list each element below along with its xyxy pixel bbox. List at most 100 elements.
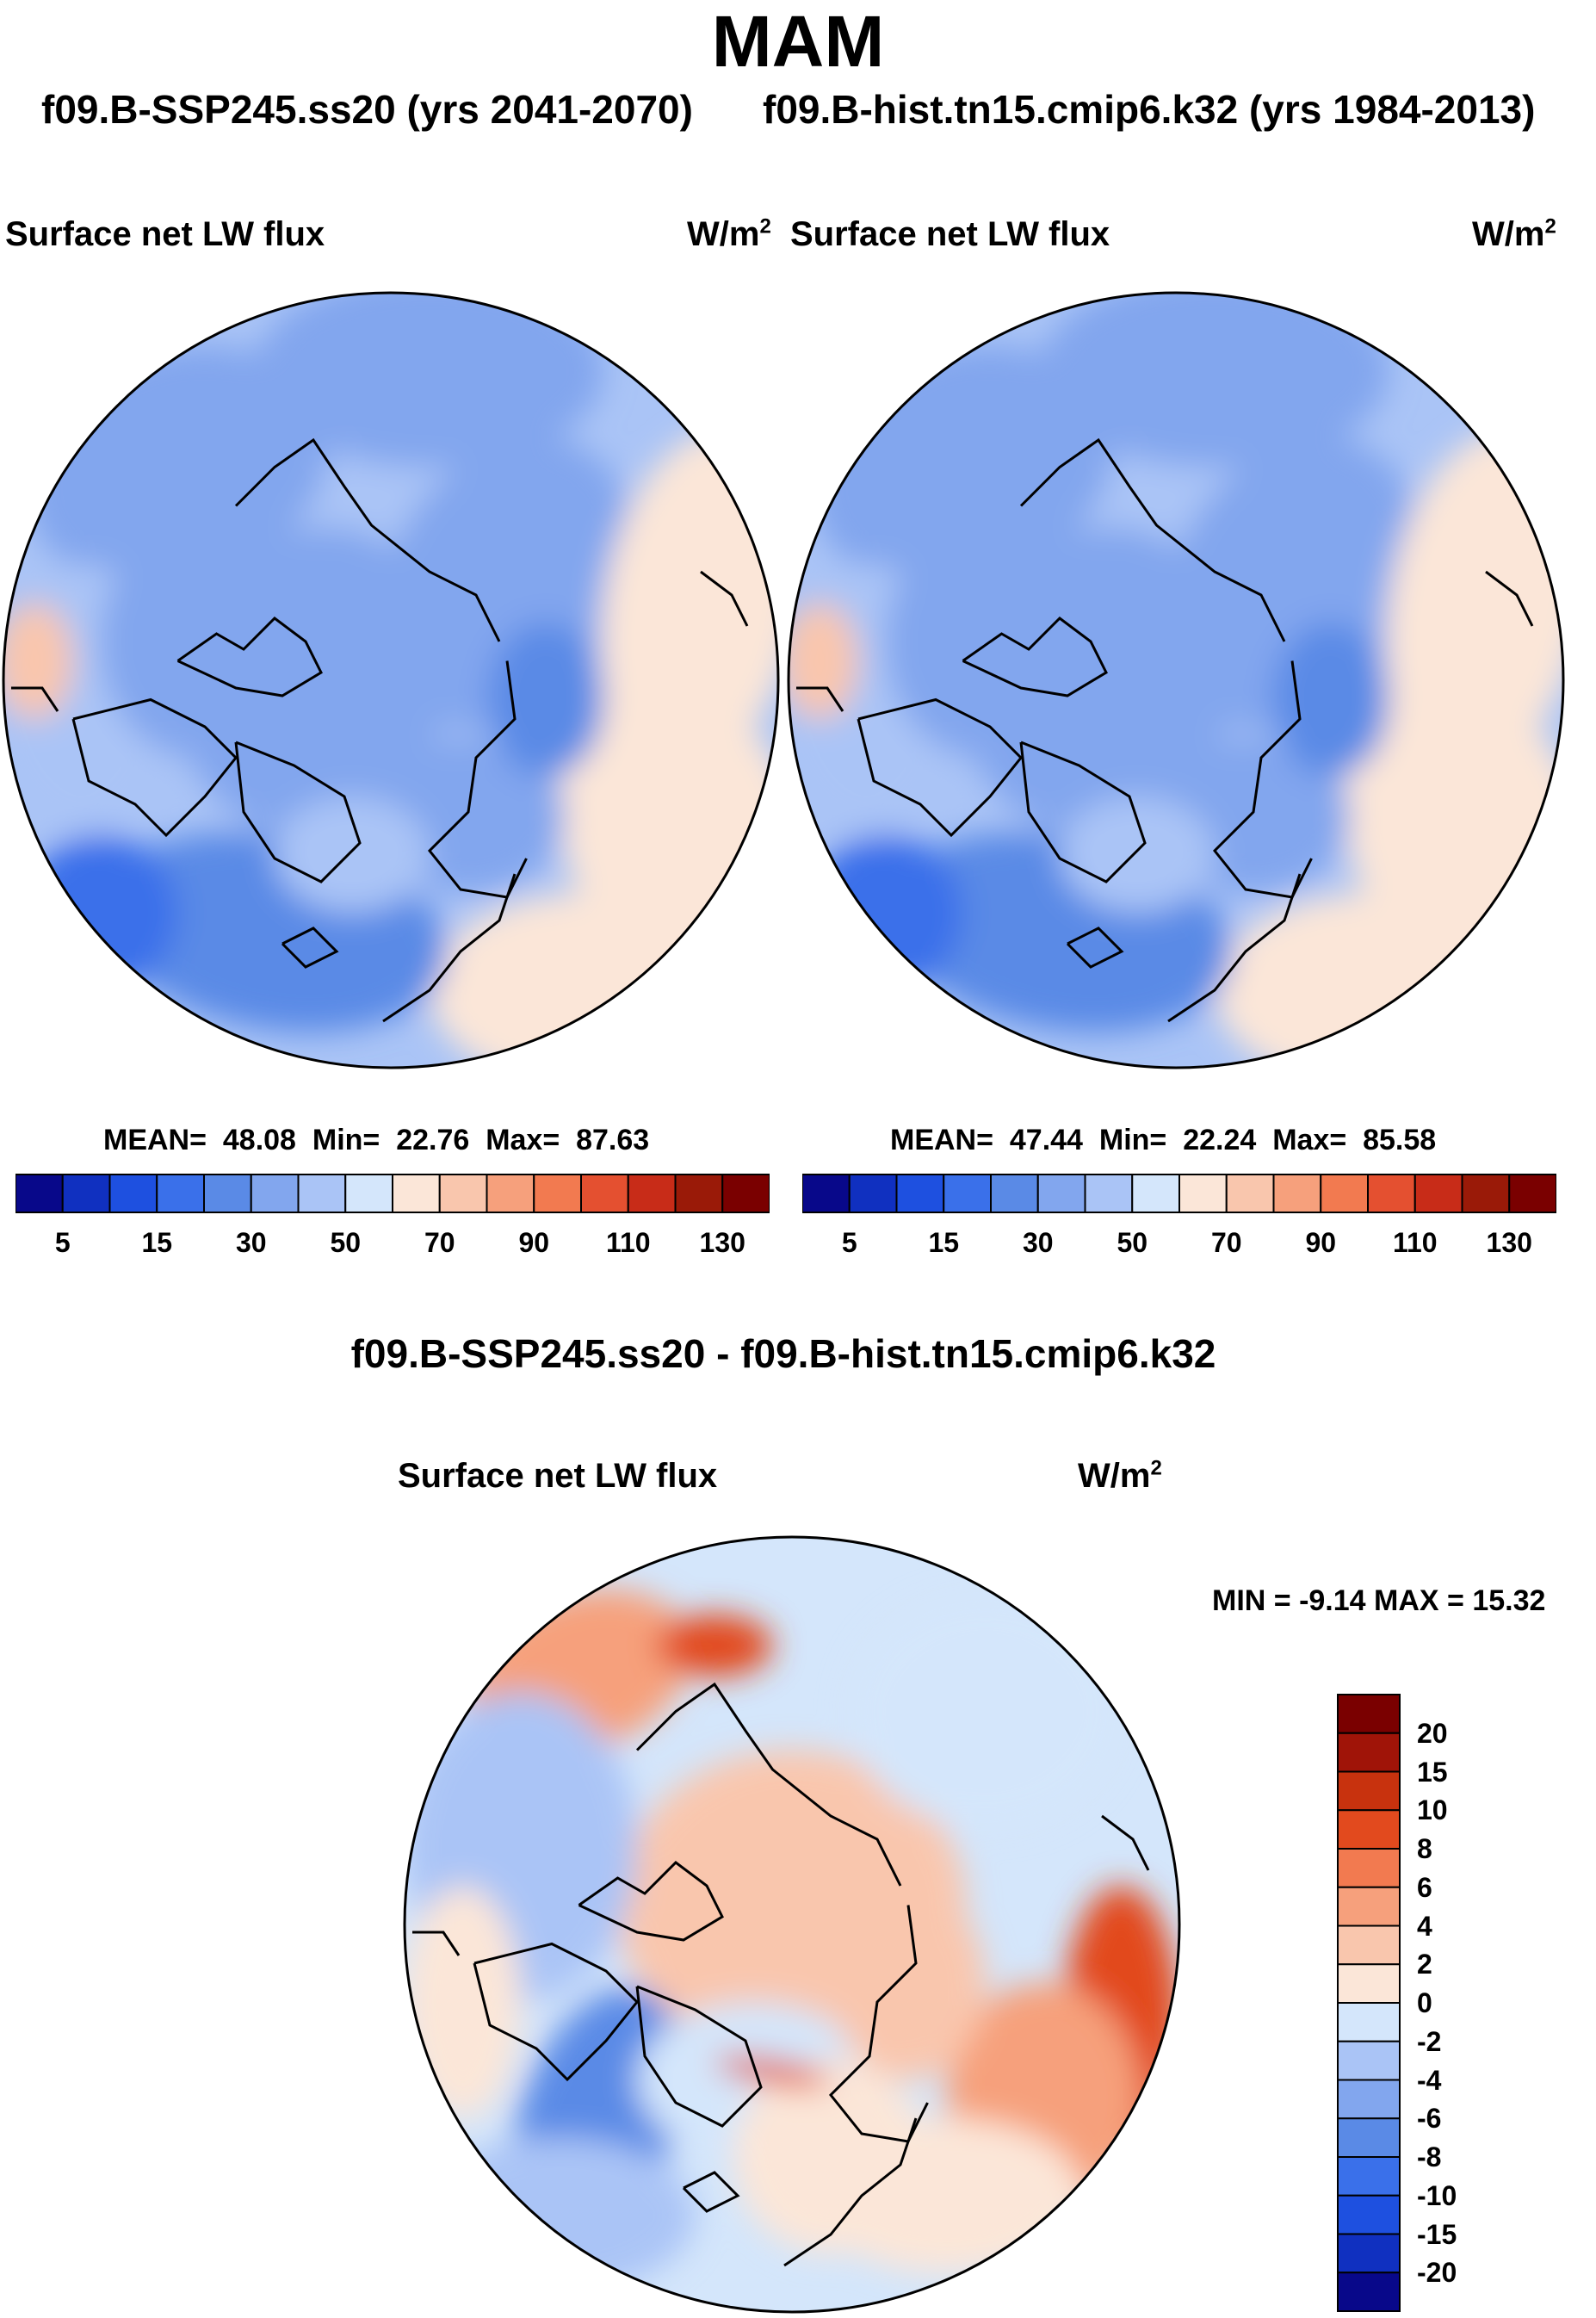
coastline-segment — [635, 1985, 763, 2128]
coastline-segment — [1101, 1814, 1150, 1871]
colorbar-swatch — [1337, 1963, 1401, 2004]
subtitle-right: f09.B-hist.tn15.cmip6.k32 (yrs 1984-2013… — [763, 87, 1536, 132]
colorbar-historical-ticks: 5 15 30 50 70 90 110 130 — [802, 1227, 1556, 1261]
colorbar-swatch — [108, 1174, 158, 1213]
coastline-segment — [796, 686, 844, 712]
colorbar-tick-label: 30 — [235, 1227, 267, 1258]
field-region — [1040, 293, 1389, 468]
difference-units-label: W/m2 — [1078, 1456, 1162, 1495]
colorbar-tick-label: 2 — [1417, 1949, 1432, 1980]
difference-minmax: MIN = -9.14 MAX = 15.32 — [1212, 1584, 1546, 1617]
map-boundary — [2, 291, 780, 1069]
colorbar-tick-label: 5 — [54, 1227, 71, 1258]
field-region — [789, 603, 858, 719]
field-region — [255, 293, 604, 468]
colorbar-swatch — [1337, 1694, 1401, 1734]
colorbar-tick-label: 15 — [928, 1227, 960, 1258]
colorbar-swatch — [438, 1174, 488, 1213]
coastline-segment — [857, 697, 1024, 838]
colorbar-swatch — [721, 1174, 770, 1213]
colorbar-tick-label: -20 — [1417, 2257, 1457, 2289]
coastline-segment — [635, 1682, 902, 1887]
coastlines — [796, 437, 1534, 1023]
colorbar-difference — [1337, 1694, 1401, 2312]
coastline-segment — [1167, 873, 1302, 1023]
subtitle-left: f09.B-SSP245.ss20 (yrs 2041-2070) — [41, 87, 693, 132]
colorbar-future-ticks: 5 15 30 50 70 90 110 130 — [15, 1227, 770, 1261]
colorbar-tick-label: 70 — [424, 1227, 455, 1258]
colorbar-tick-label: -6 — [1417, 2103, 1442, 2135]
panel1-stats: MEAN= 48.08 Min= 22.76 Max= 87.63 — [103, 1124, 650, 1156]
colorbar-swatch — [895, 1174, 945, 1213]
colorbar-swatch — [1461, 1174, 1511, 1213]
colorbar-tick-label: -8 — [1417, 2141, 1442, 2172]
colorbar-swatch — [990, 1174, 1039, 1213]
coastline-segment — [176, 617, 323, 697]
coastline-segment — [281, 927, 339, 969]
coastline-segment — [1485, 570, 1534, 627]
panel2-units-label: W/m2 — [1472, 214, 1556, 253]
colorbar-swatch — [250, 1174, 300, 1213]
colorbar-swatch — [15, 1174, 64, 1213]
colorbar-swatch — [1414, 1174, 1463, 1213]
field-region — [714, 2056, 831, 2087]
colorbar-swatch — [297, 1174, 347, 1213]
colorbar-tick-label: -15 — [1417, 2218, 1457, 2250]
colorbar-tick-label: 5 — [841, 1227, 857, 1258]
colorbar-swatch — [486, 1174, 535, 1213]
panel1-units-label: W/m2 — [687, 214, 771, 253]
colorbar-swatch — [1337, 2156, 1401, 2197]
map-difference — [403, 1535, 1181, 2314]
field-region — [275, 796, 430, 913]
colorbar-difference-ticks: 20 15 10 8 6 4 2 0 -2 -4 -6 -8 -10 -15 -20 — [1414, 1693, 1517, 2313]
field-region — [831, 1886, 986, 2079]
coastline-segment — [11, 686, 59, 712]
map-field — [789, 293, 1563, 1068]
colorbar-tick-label: -2 — [1417, 2025, 1442, 2057]
colorbar-swatch — [1337, 1809, 1401, 1850]
difference-title: f09.B-SSP245.ss20 - f09.B-hist.tn15.cmip… — [350, 1331, 1216, 1376]
field-region — [424, 2137, 696, 2293]
colorbar-swatch — [802, 1174, 851, 1213]
colorbar-swatch — [1337, 2194, 1401, 2235]
colorbar-swatch — [848, 1174, 898, 1213]
colorbar-swatch — [580, 1174, 629, 1213]
colorbar-tick-label: 6 — [1417, 1871, 1432, 1903]
colorbar-historical — [802, 1174, 1556, 1213]
colorbar-swatch — [1337, 1886, 1401, 1927]
coastline-segment — [412, 1931, 461, 1956]
coastline-segment — [578, 1861, 724, 1942]
colorbar-tick-label: 30 — [1022, 1227, 1054, 1258]
colorbar-swatch — [1337, 2040, 1401, 2081]
map-field — [3, 293, 778, 1068]
colorbar-swatch — [1337, 1732, 1401, 1773]
colorbar-swatch — [1131, 1174, 1180, 1213]
field-region — [487, 622, 604, 778]
field-region — [850, 1595, 1122, 1828]
coastline-segment — [234, 741, 362, 883]
colorbar-tick-label: 130 — [1486, 1227, 1532, 1258]
coastline-segment — [700, 570, 749, 627]
colorbar-swatch — [627, 1174, 677, 1213]
coastline-segment — [71, 697, 238, 838]
panel2-variable-label: Surface net LW flux — [790, 215, 1110, 253]
colorbar-swatch — [943, 1174, 992, 1213]
coastline-segment — [1019, 437, 1286, 642]
colorbar-tick-label: 50 — [330, 1227, 362, 1258]
colorbar-tick-label: 8 — [1417, 1833, 1432, 1864]
coastlines — [11, 437, 749, 1023]
colorbar-tick-label: -4 — [1417, 2064, 1442, 2096]
coastline-segment — [382, 873, 517, 1023]
colorbar-swatch — [1320, 1174, 1369, 1213]
coastline-segment — [828, 1905, 929, 2143]
colorbar-swatch — [533, 1174, 582, 1213]
field-region — [733, 2060, 928, 2254]
colorbar-future — [15, 1174, 770, 1213]
colorbar-swatch — [1337, 1924, 1401, 1966]
map-boundary — [787, 291, 1565, 1069]
figure-title: MAM — [711, 1, 885, 82]
field-region — [1060, 796, 1215, 913]
colorbar-tick-label: 10 — [1417, 1794, 1448, 1826]
colorbar-swatch — [1225, 1174, 1275, 1213]
colorbar-tick-label: 4 — [1417, 1910, 1432, 1942]
